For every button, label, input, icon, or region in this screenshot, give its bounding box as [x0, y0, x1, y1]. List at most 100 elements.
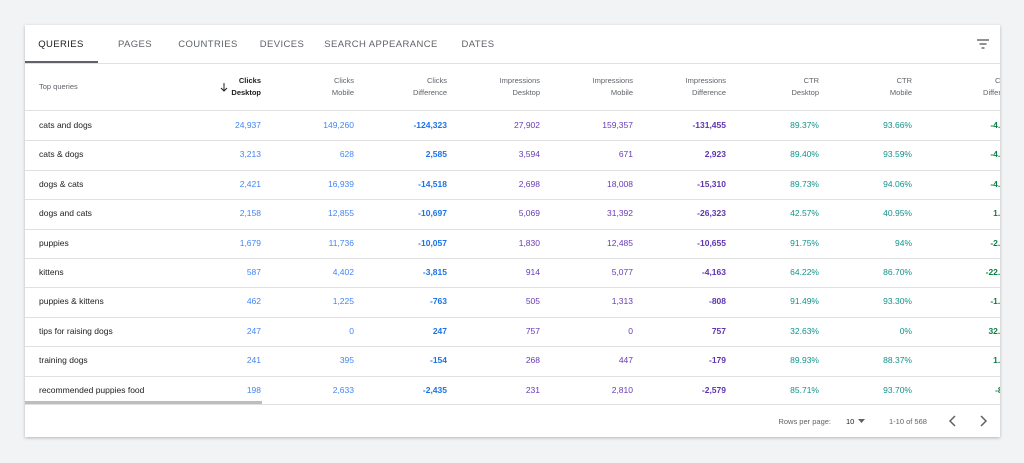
column-header: Top queries: [39, 82, 78, 91]
row-divider: [25, 169, 1000, 171]
value-cell: 91.49%: [790, 296, 819, 307]
value-cell: 32.63%: [790, 325, 819, 336]
column-header[interactable]: Desktop: [791, 88, 819, 97]
value-cell: -2.3: [990, 237, 1000, 248]
query-cell[interactable]: puppies: [39, 237, 69, 248]
rows-per-page-label: Rows per page:: [778, 417, 831, 426]
value-cell: -3,815: [422, 267, 447, 277]
column-header[interactable]: CT: [995, 76, 1000, 85]
sort-arrow[interactable]: [220, 82, 228, 92]
value-cell: 42.57%: [790, 208, 819, 219]
query-cell[interactable]: puppies & kittens: [39, 296, 104, 307]
value-cell: -4.3: [990, 120, 1000, 130]
value-cell: 93.70%: [883, 384, 912, 395]
tab[interactable]: PAGES: [117, 39, 153, 50]
filter-icon[interactable]: [976, 38, 990, 50]
value-cell: 0: [349, 325, 354, 336]
column-header[interactable]: Impressions: [592, 76, 633, 85]
value-cell: 914: [525, 267, 540, 277]
column-header[interactable]: CTR: [896, 76, 912, 85]
value-cell: 86.70%: [883, 267, 912, 277]
column-header[interactable]: Clicks: [427, 76, 447, 85]
tab[interactable]: QUERIES: [38, 39, 84, 50]
value-cell: 64.22%: [790, 267, 819, 277]
next-page[interactable]: [978, 415, 988, 427]
value-cell: 1,679: [239, 237, 261, 248]
query-cell[interactable]: kittens: [39, 267, 64, 277]
horizontal-scrollbar[interactable]: [25, 401, 262, 404]
value-cell: -15,310: [697, 178, 726, 189]
tab[interactable]: DATES: [461, 39, 495, 50]
value-cell: 2,158: [239, 208, 261, 219]
tab[interactable]: DEVICES: [259, 39, 305, 50]
column-header[interactable]: Impressions: [685, 76, 726, 85]
query-cell[interactable]: cats & dogs: [39, 149, 84, 160]
value-cell: 2,810: [611, 384, 633, 395]
value-cell: 462: [246, 296, 261, 307]
value-cell: 1,830: [518, 237, 540, 248]
column-header[interactable]: Desktop: [512, 88, 540, 97]
value-cell: 1,225: [332, 296, 354, 307]
value-cell: 31,392: [607, 208, 633, 219]
value-cell: 3,213: [239, 149, 261, 160]
value-cell: 671: [618, 149, 633, 160]
tab[interactable]: SEARCH APPEARANCE: [324, 39, 438, 50]
tab[interactable]: COUNTRIES: [178, 39, 238, 50]
column-header[interactable]: Mobile: [889, 88, 912, 97]
value-cell: 757: [711, 325, 726, 336]
value-cell: 89.37%: [790, 120, 819, 130]
value-cell: 91.75%: [790, 237, 819, 248]
value-cell: 89.93%: [790, 355, 819, 366]
value-cell: 2,923: [704, 149, 726, 160]
active-tab-underline: [25, 61, 98, 63]
value-cell: -26,323: [697, 208, 726, 219]
column-header[interactable]: Mobile: [331, 88, 354, 97]
column-header[interactable]: Difference: [691, 88, 726, 97]
column-header[interactable]: Difference: [412, 88, 447, 97]
query-cell[interactable]: dogs & cats: [39, 178, 84, 189]
query-cell[interactable]: tips for raising dogs: [39, 325, 113, 336]
value-cell: 27,902: [514, 120, 540, 130]
value-cell: 16,939: [328, 178, 354, 189]
value-cell: 149,260: [323, 120, 354, 130]
header-divider: [25, 110, 1000, 111]
value-cell: 93.30%: [883, 296, 912, 307]
row-divider: [25, 258, 1000, 259]
query-cell[interactable]: recommended puppies food: [39, 384, 145, 395]
value-cell: 2,633: [332, 384, 354, 395]
value-cell: -4.3: [990, 178, 1000, 189]
value-cell: -22.5: [985, 267, 1000, 277]
value-cell: 2,421: [239, 178, 261, 189]
column-header[interactable]: CTR: [803, 76, 819, 85]
dropdown-icon[interactable]: [858, 419, 865, 424]
rows-per-page-select[interactable]: 10: [846, 417, 855, 426]
previous-page[interactable]: [948, 415, 958, 427]
value-cell: 3,594: [518, 149, 540, 160]
column-header[interactable]: Desktop: [231, 88, 261, 97]
value-cell: -179: [708, 355, 726, 366]
column-header[interactable]: Mobile: [610, 88, 633, 97]
query-cell[interactable]: training dogs: [39, 355, 88, 366]
value-cell: -4,163: [701, 267, 726, 277]
value-cell: -2,579: [701, 384, 726, 395]
query-cell[interactable]: dogs and cats: [39, 208, 92, 219]
value-cell: 94%: [894, 237, 912, 248]
column-header[interactable]: Clicks: [238, 76, 261, 85]
column-header[interactable]: Clicks: [334, 76, 354, 85]
column-header[interactable]: Differe: [983, 88, 1000, 97]
value-cell: -2,435: [422, 384, 447, 395]
value-cell: -14,518: [418, 178, 447, 189]
row-divider: [25, 199, 1000, 201]
value-cell: 40.95%: [883, 208, 912, 219]
value-cell: 5,069: [518, 208, 540, 219]
value-cell: 505: [525, 296, 540, 307]
query-cell[interactable]: cats and dogs: [39, 120, 92, 130]
value-cell: 93.66%: [883, 120, 912, 130]
row-divider: [25, 228, 1000, 230]
value-cell: 2,698: [518, 178, 540, 189]
column-header[interactable]: Impressions: [499, 76, 540, 85]
value-cell: -808: [708, 296, 726, 307]
value-cell: -124,323: [413, 120, 447, 130]
report-card: Rows per page: 10 1-10 of 568 QUERIES PAG…: [25, 25, 1000, 437]
